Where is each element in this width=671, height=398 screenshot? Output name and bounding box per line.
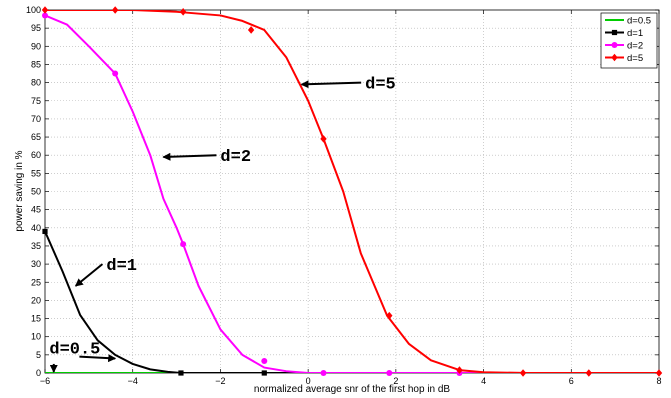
- y-tick-label: 35: [31, 241, 41, 251]
- data-point-d-5: [655, 369, 663, 377]
- y-tick-label: 25: [31, 277, 41, 287]
- data-point-d-2: [42, 12, 48, 19]
- data-point-d-2: [261, 358, 268, 365]
- legend-marker-d-2: [611, 42, 618, 48]
- y-tick-label: 45: [31, 205, 41, 215]
- data-point-d-1: [178, 370, 184, 376]
- x-tick-label: 4: [481, 376, 486, 386]
- data-point-d-2: [386, 370, 393, 376]
- x-tick-label: −4: [128, 376, 138, 386]
- y-tick-label: 10: [31, 332, 41, 342]
- annotation-arrow: [74, 263, 104, 287]
- y-tick-label: 85: [31, 59, 41, 69]
- x-axis-label: normalized average snr of the first hop …: [254, 384, 451, 395]
- y-axis-label: power saving in %: [14, 150, 25, 231]
- series-line-d-2: [45, 14, 659, 373]
- y-tick-label: 0: [36, 368, 41, 378]
- y-tick-label: 70: [31, 114, 41, 124]
- y-tick-label: 55: [31, 168, 41, 178]
- y-axis-ticks: 0 5 10 15 20 25 30 35 40 45 50 55 60 65 70 75 80 85 90 95 10…: [26, 5, 659, 378]
- data-point-d-2: [320, 370, 327, 376]
- y-tick-label: 40: [31, 223, 41, 233]
- x-tick-label: 8: [656, 376, 661, 386]
- y-tick-label: 75: [31, 96, 41, 106]
- y-tick-label: 90: [31, 41, 41, 51]
- data-point-d-5: [179, 8, 187, 16]
- data-point-d-5: [386, 311, 393, 320]
- data-point-d-5: [456, 366, 463, 374]
- y-tick-label: 5: [36, 350, 41, 360]
- y-tick-label: 100: [26, 5, 41, 15]
- plot-area: [44, 9, 660, 374]
- legend-box: [600, 12, 658, 69]
- y-tick-label: 80: [31, 78, 41, 88]
- x-tick-label: −6: [40, 376, 50, 386]
- data-point-d-5: [111, 6, 119, 14]
- data-point-d-1: [42, 228, 48, 235]
- x-tick-label: −2: [215, 376, 225, 386]
- annotation-label: d=1: [106, 257, 137, 276]
- data-point-d-5: [519, 369, 527, 377]
- annotations: d=5 d=2 d=1 d=0.5: [49, 76, 396, 373]
- annotation-label: d=5: [365, 76, 396, 95]
- legend-marker-d-1: [611, 29, 618, 36]
- data-point-d-5: [320, 135, 327, 143]
- legend: d=0.5 d=1d=2 d=5: [600, 12, 658, 69]
- x-tick-label: 0: [306, 376, 311, 386]
- data-point-d-1: [261, 370, 267, 376]
- grid: [45, 10, 659, 373]
- annotation-arrow: [162, 152, 217, 161]
- legend-entry-d-2: d=2: [627, 40, 643, 51]
- legend-entry-d-0-5: d=0.5: [627, 15, 651, 26]
- annotation-arrow: [79, 354, 117, 363]
- annotation-label: d=0.5: [49, 341, 100, 360]
- data-point-d-5: [585, 369, 593, 377]
- x-tick-label: 2: [393, 376, 398, 386]
- x-tick-label: 6: [569, 376, 574, 386]
- y-tick-label: 50: [31, 187, 41, 197]
- markers-layer: [41, 6, 663, 377]
- data-point-d-5: [41, 6, 49, 14]
- annotation-label: d=2: [220, 148, 251, 167]
- y-tick-label: 30: [31, 259, 41, 269]
- legend-entry-d-1: d=1: [627, 28, 643, 39]
- y-tick-label: 15: [31, 314, 41, 324]
- y-tick-label: 95: [31, 23, 41, 33]
- y-tick-label: 60: [31, 150, 41, 160]
- y-tick-label: 20: [31, 295, 41, 305]
- series-line-d-1: [45, 231, 659, 373]
- legend-marker-d-5: [611, 53, 618, 62]
- data-point-d-5: [247, 26, 255, 34]
- annotation-arrow: [300, 80, 362, 89]
- legend-entry-d-5: d=5: [627, 53, 643, 64]
- data-point-d-2: [112, 70, 119, 77]
- y-tick-label: 65: [31, 132, 41, 142]
- data-point-d-2: [180, 241, 187, 248]
